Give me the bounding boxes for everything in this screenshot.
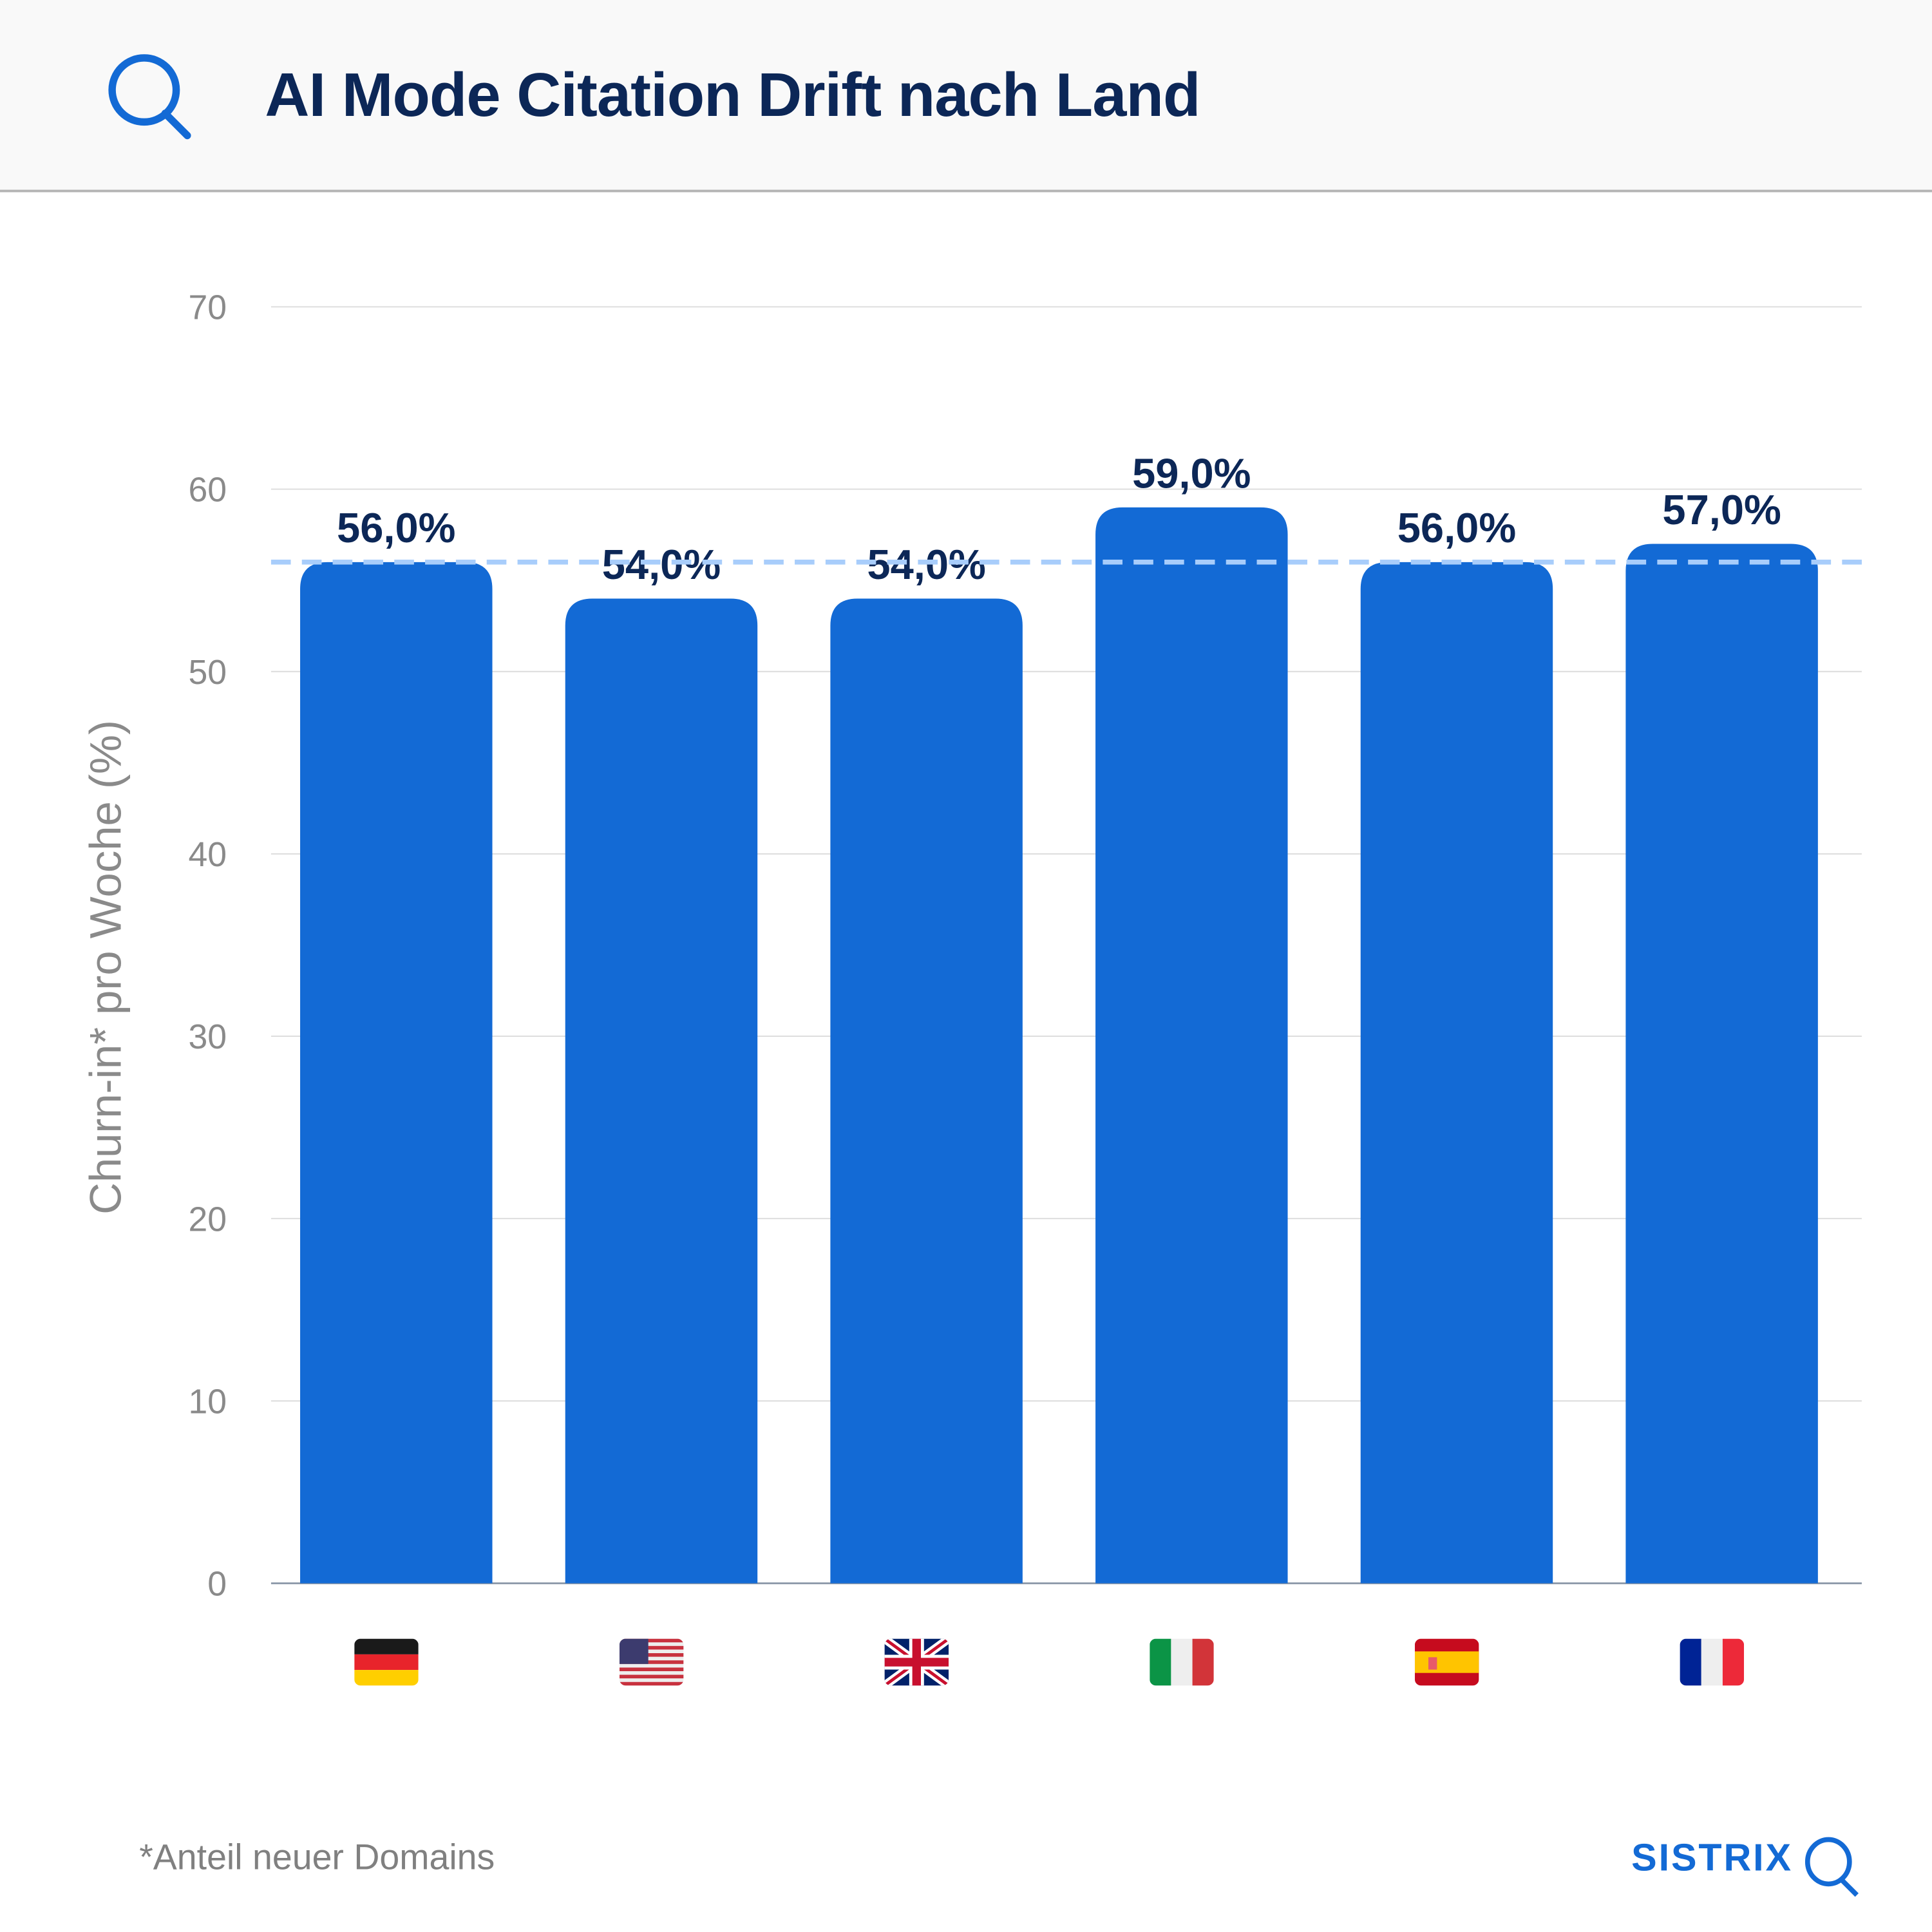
bar-it (1095, 507, 1288, 1584)
flag-body (1150, 1638, 1214, 1686)
flag-part (1192, 1638, 1214, 1686)
data-label: 57,0% (1662, 486, 1781, 533)
search-icon (108, 54, 191, 140)
header: AI Mode Citation Drift nach Land (0, 0, 1932, 193)
flag-part (1680, 1638, 1701, 1686)
footnote: *Anteil neuer Domains (139, 1838, 495, 1878)
flag-part (619, 1681, 684, 1686)
flag-part (1722, 1638, 1745, 1686)
y-tick-label: 0 (207, 1566, 227, 1604)
brand-logo-text: SISTRIX (1631, 1835, 1793, 1879)
brand-search-icon (1804, 1837, 1859, 1897)
flag-gb-icon (884, 1638, 949, 1686)
flag-fr-icon (1680, 1638, 1745, 1686)
y-tick-label: 70 (188, 289, 227, 327)
flag-part (619, 1653, 684, 1657)
flag-body (354, 1638, 419, 1686)
flag-part (1414, 1651, 1479, 1673)
flag-part (1701, 1638, 1723, 1686)
y-tick-label: 30 (188, 1018, 227, 1056)
flag-part (354, 1670, 419, 1686)
y-axis-label: Churn-in* pro Woche (%) (81, 720, 131, 1215)
flag-part (1171, 1638, 1193, 1686)
flag-es-icon (1414, 1638, 1479, 1686)
flag-part (619, 1674, 684, 1679)
y-tick-label: 50 (188, 654, 227, 692)
y-tick-label: 20 (188, 1200, 227, 1238)
flag-de-icon (354, 1638, 419, 1686)
y-tick-label: 40 (188, 836, 227, 874)
flag-part (619, 1645, 684, 1650)
flag-part (619, 1638, 684, 1643)
bar-us (565, 598, 758, 1584)
flag-part (354, 1638, 419, 1654)
chart-title: AI Mode Citation Drift nach Land (265, 60, 1200, 129)
bar-de (300, 562, 493, 1584)
flag-body (884, 1638, 949, 1686)
flag-part (1428, 1657, 1437, 1670)
bar-gb (830, 598, 1023, 1584)
flag-part (1150, 1638, 1171, 1686)
flag-it-icon (1150, 1638, 1214, 1686)
bar-fr (1625, 544, 1818, 1584)
bar-es (1360, 562, 1553, 1584)
flag-part (354, 1654, 419, 1671)
flag-part (884, 1658, 949, 1667)
flag-part (619, 1667, 684, 1671)
flag-body (1414, 1638, 1479, 1686)
y-tick-label: 10 (188, 1383, 227, 1421)
y-tick-label: 60 (188, 471, 227, 509)
flag-body (619, 1638, 684, 1686)
flag-body (1680, 1638, 1745, 1686)
data-label: 59,0% (1132, 450, 1251, 497)
flag-part (619, 1660, 684, 1664)
data-label: 56,0% (337, 504, 455, 551)
flag-us-icon (619, 1638, 684, 1686)
data-label: 56,0% (1397, 504, 1516, 551)
flag-part (619, 1638, 649, 1664)
